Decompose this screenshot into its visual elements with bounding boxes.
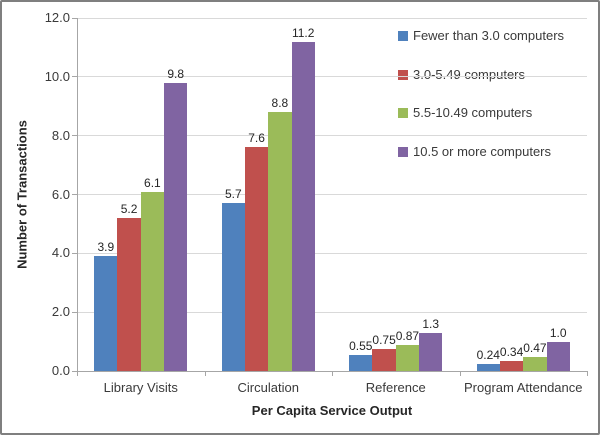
bar [117,218,141,371]
bar-value-label: 0.47 [523,341,547,356]
bar-value-label: 0.55 [349,338,373,353]
legend-label: 10.5 or more computers [413,143,552,159]
bar [268,112,292,371]
bar-value-label: 0.75 [372,332,396,347]
bar [221,203,245,371]
x-axis-tick [587,371,588,376]
x-category-label: Reference [365,380,426,395]
y-axis-line [77,18,78,371]
bar-value-label: 1.3 [422,316,440,331]
y-tick-label: 8.0 [51,127,70,143]
gridline [77,17,587,19]
bar [476,363,500,371]
bar-value-label: 8.8 [271,96,289,111]
y-axis-tick [72,76,77,78]
bar-value-label: 0.24 [476,347,500,362]
x-axis-tick [77,371,78,376]
legend-label: 3.0-5.49 computers [413,66,526,82]
bar-value-label: 5.2 [120,202,138,217]
legend-label: Fewer than 3.0 computers [413,28,565,43]
gridline [77,311,587,313]
bar [291,41,315,371]
bar-value-label: 1.0 [549,325,567,340]
y-tick-label: 4.0 [51,245,70,261]
bar-value-label: 0.34 [499,344,524,359]
bar-value-label: 5.7 [224,187,242,202]
gridline [77,135,587,137]
x-axis-tick [204,371,206,376]
bar [523,357,547,371]
bar [546,341,570,371]
legend-swatch [398,31,408,41]
y-axis-tick [72,17,77,19]
x-axis-title: Per Capita Service Output [251,403,413,418]
gridline [77,194,587,195]
legend-swatch [398,108,408,119]
y-tick-label: 6.0 [51,186,70,202]
bar-value-label: 6.1 [144,175,161,190]
legend-label: 5.5-10.49 computers [413,105,533,121]
x-category-label: Program Attendance [463,380,583,395]
bar [499,360,524,371]
x-category-label: Library Visits [103,380,178,395]
y-axis-tick [72,194,77,195]
y-tick-label: 0.0 [51,363,70,378]
legend-item: Fewer than 3.0 computers [398,28,564,44]
x-category-label: Circulation [237,380,299,395]
legend-item: 3.0-5.49 computers [398,67,525,83]
bar-value-label: 9.8 [167,66,185,81]
bar [164,82,188,371]
y-tick-label: 10.0 [44,68,70,84]
y-axis-tick [72,135,77,137]
bar [372,348,396,371]
bar [395,345,420,371]
bar [140,191,165,371]
y-axis-tick [72,311,77,313]
bar-value-label: 11.2 [291,25,315,40]
bar [94,256,118,371]
x-axis-tick [459,371,461,376]
y-axis-tick [72,370,77,372]
y-tick-label: 2.0 [51,304,70,320]
bar [244,147,269,371]
bar [419,332,443,371]
bar [349,354,373,371]
x-axis-tick [332,371,333,376]
legend-item: 5.5-10.49 computers [398,105,532,121]
legend-swatch [398,69,408,80]
legend-swatch [398,146,408,157]
bar-value-label: 7.6 [248,131,265,146]
gridline [77,252,587,254]
legend-item: 10.5 or more computers [398,144,551,160]
y-tick-label: 12.0 [44,10,70,25]
y-axis-tick [72,252,77,254]
gridline [77,76,587,78]
bar-value-label: 3.9 [97,240,115,255]
bar-value-label: 0.87 [395,329,420,344]
